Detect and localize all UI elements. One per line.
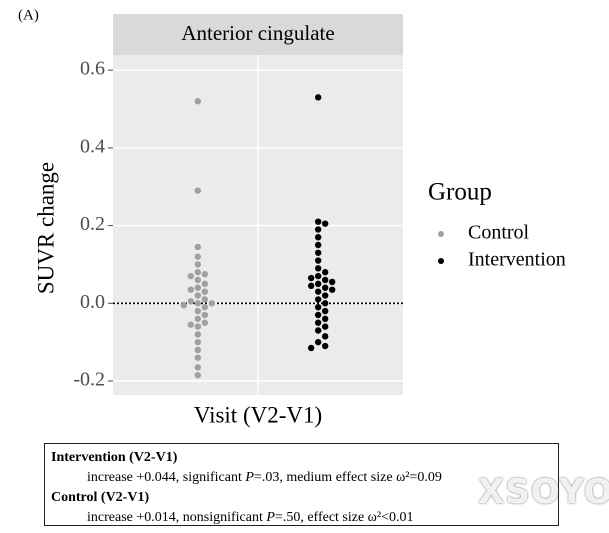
data-point [187, 272, 195, 280]
data-point [201, 319, 209, 326]
note-text: =.50, effect size ω²<0.01 [274, 510, 414, 525]
data-point [194, 261, 202, 268]
data-point [194, 371, 202, 379]
data-point [314, 249, 322, 256]
data-point [314, 288, 322, 295]
data-point [307, 282, 315, 290]
watermark: XSOYO [478, 472, 609, 512]
data-point [194, 354, 202, 361]
data-point [321, 276, 329, 284]
data-point [321, 307, 329, 315]
data-point [321, 342, 329, 350]
legend-title: Group [428, 179, 492, 206]
data-point [307, 274, 315, 282]
note-heading: Control (V2-V1) [51, 490, 150, 505]
data-point [314, 94, 322, 101]
data-point [314, 218, 322, 225]
note-line: increase +0.044, significant P=.03, medi… [51, 468, 552, 488]
y-tick-label: 0.4 [80, 135, 105, 157]
data-point [201, 270, 209, 278]
data-point [314, 280, 322, 288]
data-point [201, 303, 209, 311]
note-text: increase +0.044, significant [87, 470, 246, 485]
data-point [194, 284, 202, 291]
data-point [194, 346, 202, 354]
data-point [321, 284, 329, 291]
data-point [194, 253, 202, 260]
data-point [194, 292, 202, 299]
data-point [314, 311, 322, 319]
data-point [194, 338, 202, 346]
data-point [180, 302, 188, 309]
panel-label: (A) [18, 7, 39, 23]
data-point [321, 315, 329, 323]
note-box: Intervention (V2-V1) increase +0.044, sig… [44, 443, 559, 526]
y-tick-label: 0.6 [80, 58, 105, 80]
note-text: =.03, medium effect size ω²=0.09 [253, 470, 442, 485]
data-point [328, 286, 336, 293]
data-point [194, 323, 202, 330]
data-point [321, 300, 329, 307]
facet-title: Anterior cingulate [181, 21, 334, 45]
data-point [194, 243, 202, 251]
data-point [194, 269, 202, 276]
data-point [187, 286, 195, 293]
data-point [314, 327, 322, 334]
data-point [194, 98, 202, 105]
data-point [187, 298, 195, 305]
data-point [321, 220, 329, 227]
note-text: P [245, 470, 254, 485]
data-point [314, 257, 322, 264]
data-point [314, 296, 322, 303]
note-heading: Intervention (V2-V1) [51, 450, 178, 465]
data-point [321, 269, 329, 276]
chart: (A) Anterior cingulate -0.2 0.0 0.2 0.4 0.6 Vi… [18, 7, 566, 427]
y-tick-label: 0.0 [80, 291, 105, 313]
data-point [194, 364, 202, 371]
note-line: increase +0.014, nonsignificant P=.50, e… [51, 508, 552, 528]
legend-marker [438, 231, 444, 237]
data-point [201, 311, 209, 319]
data-point [194, 187, 202, 194]
y-tick-label: -0.2 [73, 369, 105, 391]
data-point [314, 338, 322, 346]
data-point [314, 234, 322, 241]
data-point [314, 265, 322, 272]
data-point [321, 333, 329, 340]
data-point [187, 321, 195, 328]
y-tick-label: 0.2 [80, 213, 105, 235]
legend-label: Control [468, 222, 530, 244]
data-point [194, 307, 202, 315]
data-point [208, 300, 216, 307]
y-axis-title: SUVR change [33, 162, 58, 294]
note-text: P [266, 510, 275, 525]
data-point [194, 276, 202, 284]
data-point [314, 272, 322, 280]
data-point [328, 278, 336, 286]
x-axis-title: Visit (V2-V1) [194, 402, 322, 427]
data-point [321, 292, 329, 299]
data-point [201, 288, 209, 295]
facet-strip [113, 14, 403, 55]
legend-marker [438, 258, 444, 264]
data-point [194, 331, 202, 338]
data-point [314, 241, 322, 249]
data-point [314, 303, 322, 311]
legend-label: Intervention [468, 249, 566, 271]
data-point [194, 315, 202, 323]
data-point [194, 300, 202, 307]
data-point [201, 296, 209, 303]
data-point [314, 319, 322, 326]
data-point [201, 280, 209, 288]
data-point [307, 344, 315, 352]
data-point [314, 226, 322, 233]
note-text: increase +0.014, nonsignificant [87, 510, 267, 525]
data-point [321, 323, 329, 330]
